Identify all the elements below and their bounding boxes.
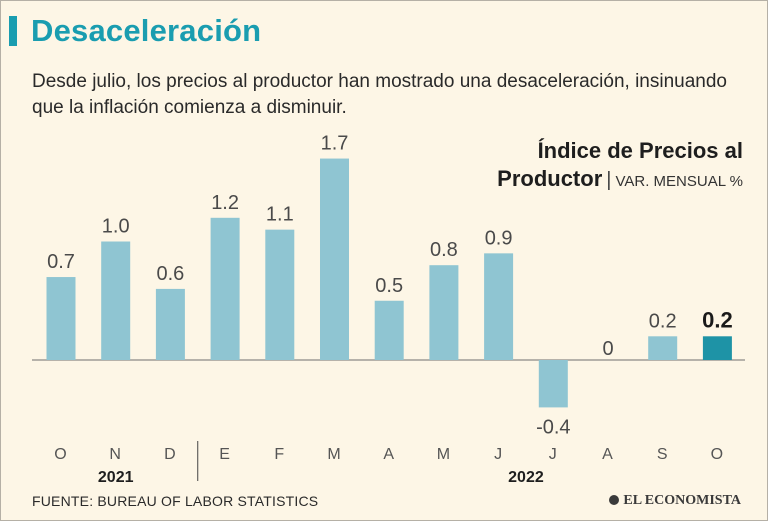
bar-4	[265, 229, 295, 360]
chart-subtitle: Desde julio, los precios al productor ha…	[32, 71, 727, 118]
bar-1	[101, 241, 131, 360]
legend-title-line1: Índice de Precios al	[537, 138, 743, 163]
legend-title-line2: Productor	[497, 166, 603, 191]
x-tick-label-8: J	[494, 446, 503, 463]
chart-title: Desaceleración	[31, 13, 262, 48]
logo-dot-icon	[609, 495, 620, 505]
x-tick-label-0: O	[54, 446, 67, 463]
data-label-4: 1.1	[266, 204, 294, 226]
bar-12	[702, 336, 732, 360]
data-label-10: 0	[602, 338, 613, 360]
bar-11	[648, 336, 678, 360]
publisher-logo: EL ECONOMISTA	[609, 493, 741, 509]
title-accent-bar	[9, 16, 17, 46]
legend-unit: VAR. MENSUAL %	[615, 173, 743, 190]
bar-3	[210, 217, 240, 360]
series-legend: Índice de Precios al Productor | VAR. MENS…	[497, 137, 743, 196]
bar-9	[538, 360, 568, 408]
logo-text: EL ECONOMISTA	[623, 493, 741, 508]
x-tick-label-9: J	[549, 446, 558, 463]
x-tick-label-12: O	[711, 446, 724, 463]
x-tick-label-3: E	[219, 446, 231, 463]
x-tick-label-1: N	[109, 446, 122, 463]
x-tick-label-7: M	[437, 446, 451, 463]
x-tick-label-5: M	[327, 446, 341, 463]
bar-6	[374, 300, 404, 360]
data-label-9: -0.4	[536, 416, 570, 438]
year-label-2022: 2022	[508, 469, 544, 486]
x-tick-label-4: F	[274, 446, 285, 463]
data-label-6: 0.5	[375, 275, 403, 297]
x-tick-label-11: S	[657, 446, 669, 463]
data-label-12: 0.2	[702, 307, 733, 332]
data-label-3: 1.2	[211, 192, 239, 214]
data-label-11: 0.2	[649, 310, 677, 332]
bar-8	[484, 253, 514, 360]
data-label-1: 1.0	[102, 216, 130, 238]
year-label-2021: 2021	[98, 469, 134, 486]
data-label-8: 0.9	[485, 227, 513, 249]
data-label-5: 1.7	[321, 133, 349, 155]
data-label-2: 0.6	[156, 263, 184, 285]
source-note: FUENTE: BUREAU OF LABOR STATISTICS	[32, 493, 319, 509]
bar-7	[429, 265, 459, 360]
bar-5	[320, 158, 349, 360]
data-label-7: 0.8	[430, 239, 458, 261]
bar-2	[155, 288, 185, 360]
data-label-0: 0.7	[47, 251, 75, 273]
bar-0	[46, 277, 76, 360]
x-tick-label-2: D	[164, 446, 177, 463]
legend-separator: |	[606, 169, 612, 191]
x-tick-label-10: A	[602, 446, 614, 463]
x-tick-label-6: A	[383, 446, 395, 463]
